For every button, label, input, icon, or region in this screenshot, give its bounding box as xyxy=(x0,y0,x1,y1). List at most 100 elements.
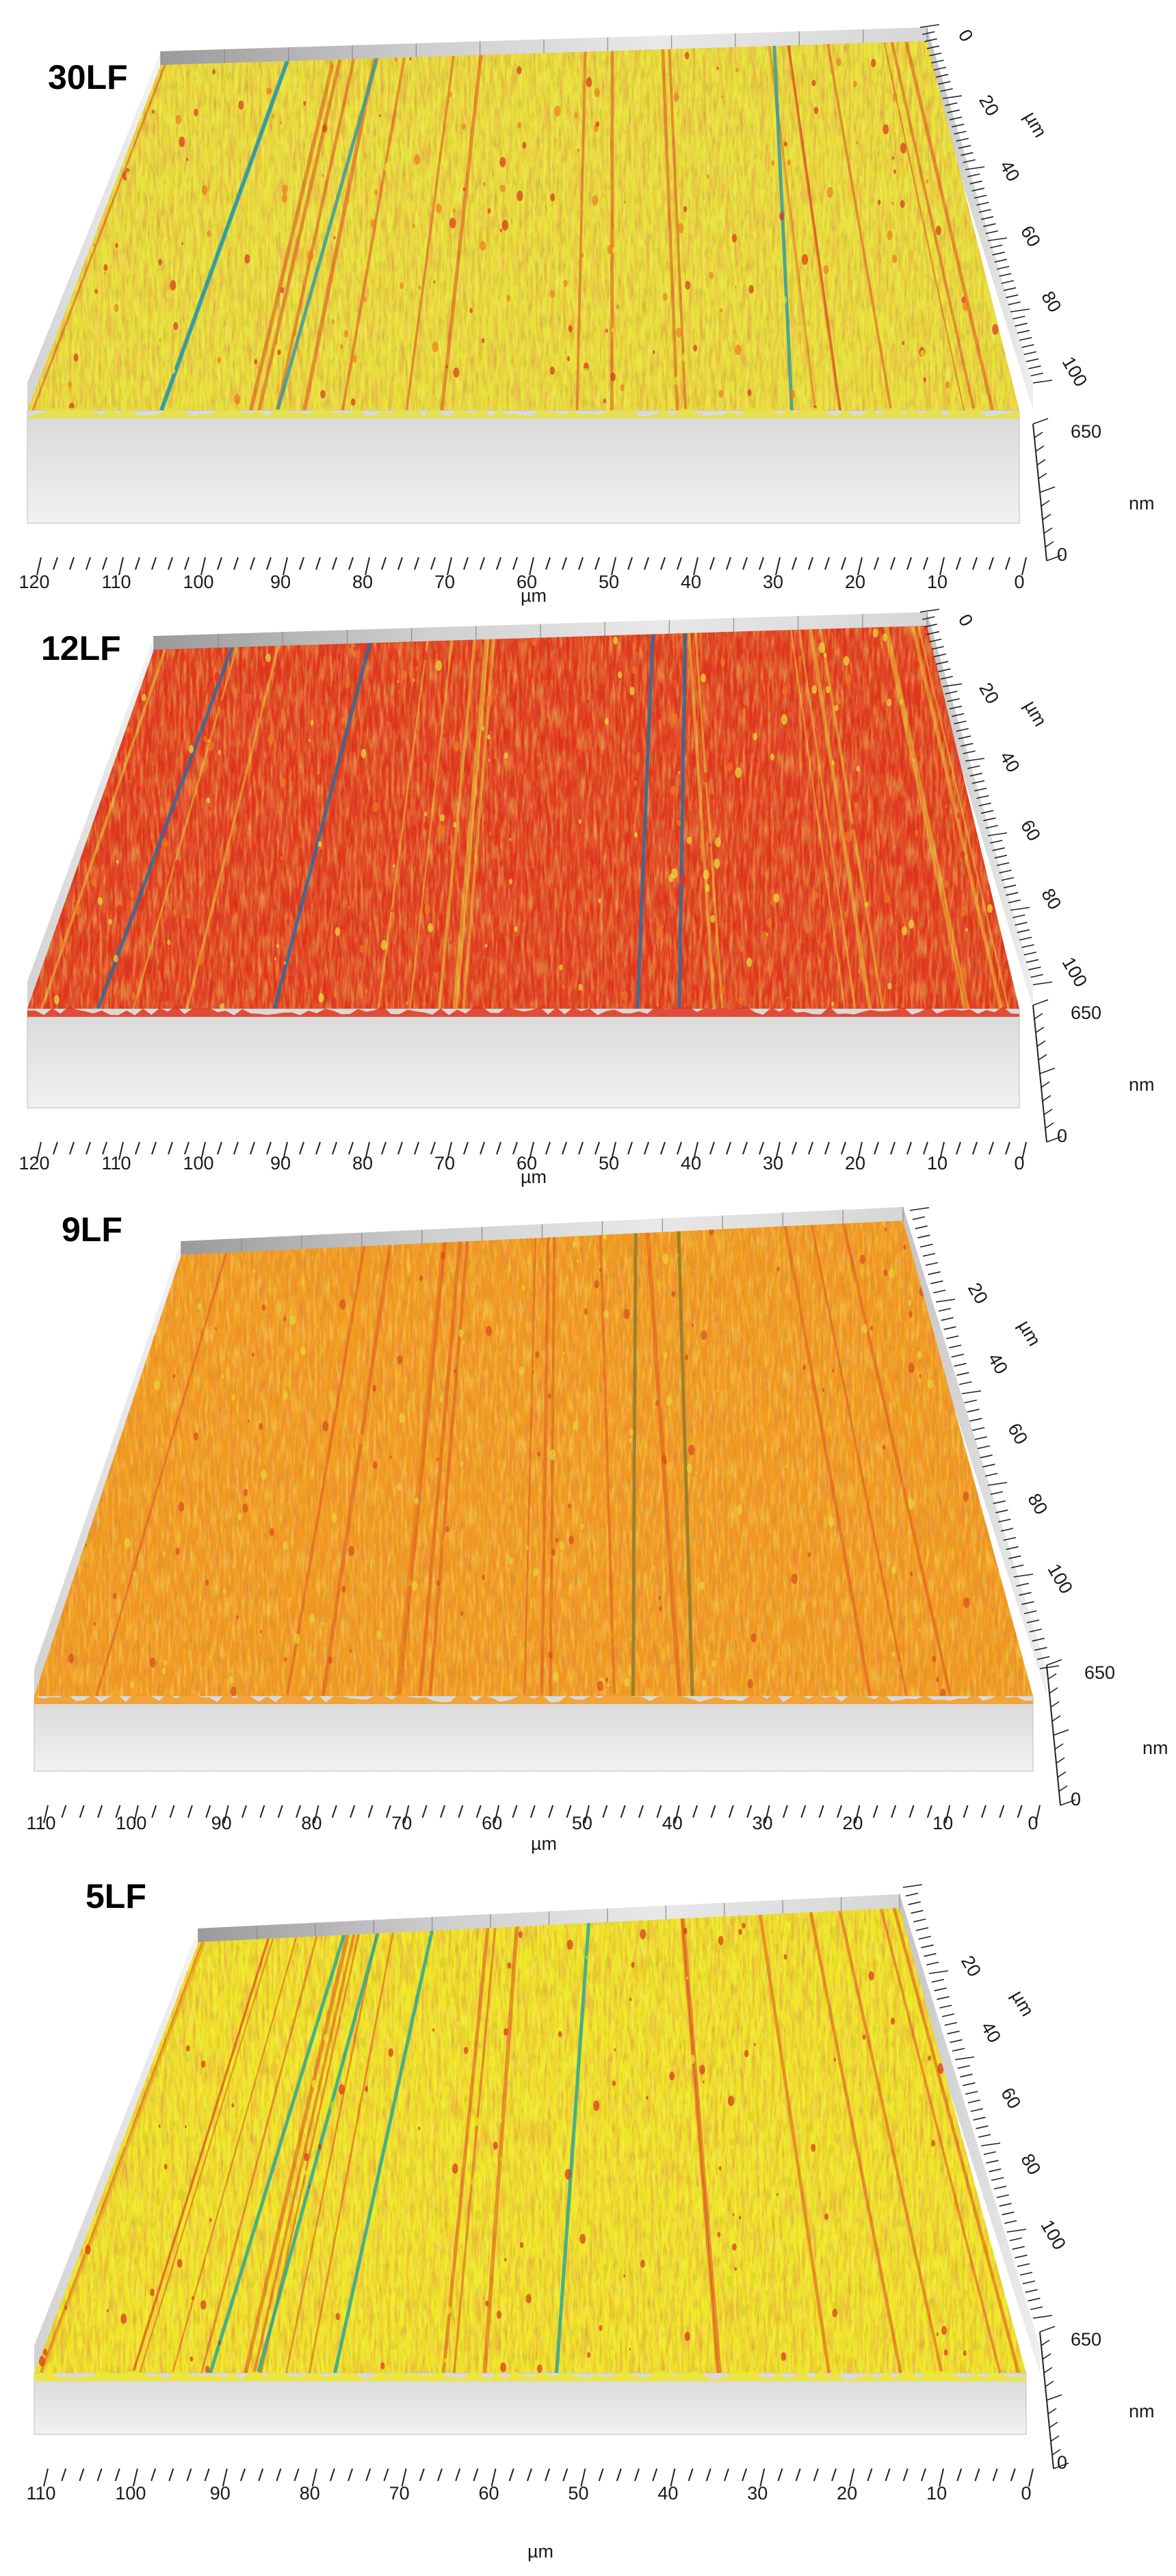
y-tick-mark xyxy=(915,1225,928,1230)
x-tick-mark xyxy=(348,2468,354,2482)
x-axis-unit: µm xyxy=(521,1167,547,1187)
x-tick-label: 0 xyxy=(1028,1813,1038,1833)
y-tick-mark xyxy=(1011,1564,1024,1569)
y-tick-mark xyxy=(972,1426,985,1431)
surface-groove xyxy=(192,645,285,1009)
y-tick-mark xyxy=(931,646,944,650)
y-tick-mark xyxy=(980,2142,1001,2147)
y-tick-mark xyxy=(922,1253,936,1257)
z-tick-label: 0 xyxy=(1057,2452,1067,2473)
x-tick-mark xyxy=(496,1141,501,1155)
y-tick-mark xyxy=(942,683,963,687)
surface-groove xyxy=(783,1225,872,1696)
x-tick-mark xyxy=(283,1141,288,1160)
surface-groove xyxy=(883,42,965,410)
x-tick-mark xyxy=(383,2468,389,2482)
x-tick-mark xyxy=(240,2468,246,2482)
y-tick-mark xyxy=(945,102,958,107)
y-tick-label: 100 xyxy=(1058,353,1092,390)
surface-edge xyxy=(34,2369,1026,2381)
y-tick-mark xyxy=(941,2013,955,2017)
y-tick-mark xyxy=(963,159,976,163)
x-tick-label: 100 xyxy=(183,572,213,592)
x-tick-mark xyxy=(578,557,584,570)
y-tick-mark xyxy=(947,698,960,702)
z-tick-mark xyxy=(1032,999,1049,1006)
x-tick-mark xyxy=(818,1805,824,1818)
surface-groove xyxy=(680,1918,720,2373)
z-tick-label: 650 xyxy=(1071,421,1101,442)
x-tick-mark xyxy=(61,2468,67,2482)
surface-groove xyxy=(826,44,893,410)
x-tick-mark xyxy=(133,1805,139,1824)
y-tick-mark xyxy=(930,1280,943,1284)
y-tick-mark xyxy=(974,787,987,792)
x-tick-mark xyxy=(972,557,978,570)
surface-texture xyxy=(27,626,1019,1009)
x-tick-mark xyxy=(348,557,354,570)
x-tick-mark xyxy=(414,1141,419,1155)
surface-groove xyxy=(374,1930,441,2373)
x-tick-mark xyxy=(939,2468,945,2487)
x-tick-mark xyxy=(79,2468,85,2482)
y-tick-mark xyxy=(1008,1555,1021,1559)
y-tick-mark xyxy=(925,1262,938,1266)
x-tick-label: 120 xyxy=(18,572,49,592)
y-tick-mark xyxy=(1024,1610,1037,1615)
z-tick-mark xyxy=(1051,1715,1061,1722)
x-tick-mark xyxy=(777,2468,783,2482)
y-tick-mark xyxy=(952,2047,965,2052)
z-tick-mark xyxy=(1034,1013,1043,1020)
x-tick-mark xyxy=(447,557,452,576)
surface-groove xyxy=(649,49,664,410)
y-tick-mark xyxy=(919,609,940,613)
surface-groove xyxy=(361,1243,421,1696)
y-tick-mark xyxy=(954,1363,967,1367)
y-tick-mark xyxy=(1025,358,1039,362)
y-tick-mark xyxy=(937,1996,950,2000)
x-tick-mark xyxy=(824,1141,830,1155)
x-tick-label: 30 xyxy=(753,1813,773,1833)
x-tick-mark xyxy=(759,557,764,570)
x-tick-mark xyxy=(151,1805,157,1818)
x-tick-mark xyxy=(299,557,304,570)
x-tick-mark xyxy=(945,1805,951,1824)
surface-groove xyxy=(575,51,587,410)
left-wall xyxy=(34,1241,181,1696)
y-tick-mark xyxy=(929,52,942,57)
x-tick-label: 80 xyxy=(300,2483,320,2504)
surface-groove xyxy=(285,1933,378,2373)
y-tick-mark xyxy=(1037,1656,1050,1660)
y-tick-mark xyxy=(980,1455,993,1459)
x-tick-mark xyxy=(759,2468,766,2487)
surface-groove xyxy=(841,1223,952,1696)
x-tick-mark xyxy=(723,2468,729,2482)
x-tick-mark xyxy=(584,1805,590,1824)
surface-groove xyxy=(810,1224,908,1696)
x-tick-mark xyxy=(566,1805,572,1818)
y-tick-mark xyxy=(958,145,971,149)
deep-scratch xyxy=(333,1930,434,2373)
x-tick-mark xyxy=(831,2468,837,2482)
x-tick-label: 60 xyxy=(517,1153,537,1173)
x-tick-mark xyxy=(311,2468,317,2487)
y-tick-mark xyxy=(1021,944,1034,948)
x-tick-mark xyxy=(36,1141,42,1160)
y-tick-mark xyxy=(928,1970,949,1974)
z-tick-label: 650 xyxy=(1071,2329,1101,2350)
x-tick-mark xyxy=(670,2468,676,2487)
x-tick-mark xyxy=(299,1141,304,1155)
x-tick-mark xyxy=(222,2468,228,2487)
x-tick-mark xyxy=(151,557,157,570)
z-tick-mark xyxy=(1036,459,1046,466)
x-tick-mark xyxy=(906,1141,912,1155)
surface-groove xyxy=(615,1922,627,2373)
surface-groove xyxy=(681,1918,722,2373)
x-tick-mark xyxy=(972,1141,978,1155)
x-tick-mark xyxy=(455,2468,461,2482)
y-tick-mark xyxy=(991,2177,1004,2181)
surface-groove xyxy=(243,1934,350,2373)
y-tick-mark xyxy=(1032,981,1053,985)
z-tick-mark xyxy=(1043,1108,1053,1115)
